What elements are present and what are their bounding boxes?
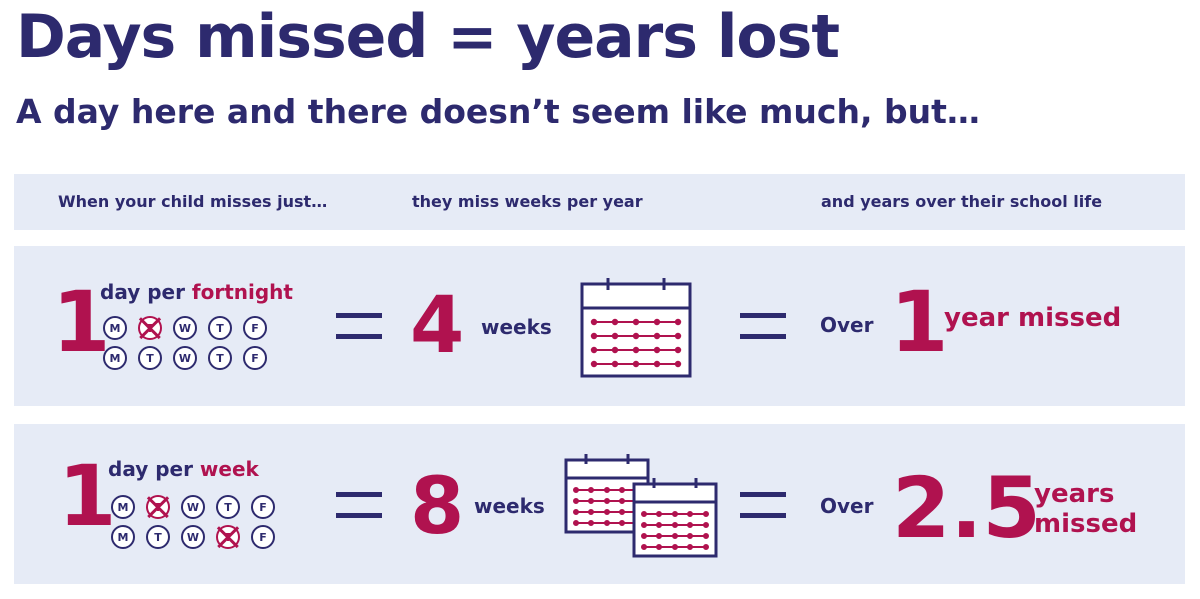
day-circle: T [208, 346, 232, 370]
days-count: 1 [58, 447, 117, 545]
page-title: Days missed = years lost [16, 2, 840, 72]
frequency-prefix: day per [108, 457, 200, 481]
frequency-accent: week [199, 457, 259, 481]
day-circle: T [146, 525, 170, 549]
day-circle: T [216, 495, 240, 519]
day-circle: M [111, 525, 135, 549]
column-header-misses: When your child misses just… [58, 192, 328, 211]
day-circle-missed: T [138, 316, 162, 340]
day-circle: M [111, 495, 135, 519]
equals-sign [336, 313, 382, 339]
day-circle-missed: T [146, 495, 170, 519]
row-week: 1 day per week M T W T F M T W T F 8 wee… [14, 424, 1185, 584]
frequency-label: day per fortnight [100, 280, 293, 304]
day-circle: F [251, 495, 275, 519]
column-header-band: When your child misses just… they miss w… [14, 174, 1185, 230]
frequency-accent: fortnight [191, 280, 293, 304]
weekday-grid: M T W T F M T W T F [103, 316, 267, 376]
calendar-icon [580, 278, 692, 378]
day-circle: T [138, 346, 162, 370]
day-circle: F [243, 346, 267, 370]
row-fortnight: 1 day per fortnight M T W T F M T W T F … [14, 246, 1185, 406]
over-label: Over [820, 494, 874, 518]
week-row-1: M T W T F [103, 316, 267, 340]
years-label: years missed [1034, 479, 1138, 540]
day-circle: W [181, 525, 205, 549]
years-value: 2.5 [892, 459, 1041, 557]
two-calendars-icon [564, 454, 718, 558]
weekday-grid: M T W T F M T W T F [111, 495, 275, 555]
frequency-label: day per week [108, 457, 259, 481]
years-label: year missed [944, 303, 1122, 333]
day-circle: M [103, 346, 127, 370]
years-label-line-2: missed [1034, 508, 1138, 539]
years-value: 1 [890, 273, 949, 371]
days-count: 1 [52, 273, 111, 371]
week-row-1: M T W T F [111, 495, 275, 519]
column-header-weeks: they miss weeks per year [412, 192, 643, 211]
day-circle: M [103, 316, 127, 340]
equals-sign [740, 313, 786, 339]
day-circle: T [208, 316, 232, 340]
weeks-label: weeks [474, 494, 545, 518]
day-circle: F [251, 525, 275, 549]
day-circle: W [173, 346, 197, 370]
years-label-line-1: years [1034, 479, 1115, 509]
day-circle: W [181, 495, 205, 519]
page-subtitle: A day here and there doesn’t seem like m… [16, 92, 980, 131]
over-label: Over [820, 313, 874, 337]
equals-sign [740, 492, 786, 518]
week-row-2: M T W T F [103, 346, 267, 370]
frequency-prefix: day per [100, 280, 192, 304]
weeks-value: 4 [410, 281, 465, 371]
equals-sign [336, 492, 382, 518]
weeks-value: 8 [410, 462, 465, 552]
day-circle: F [243, 316, 267, 340]
day-circle-missed: T [216, 525, 240, 549]
column-header-years: and years over their school life [821, 192, 1103, 211]
day-circle: W [173, 316, 197, 340]
week-row-2: M T W T F [111, 525, 275, 549]
weeks-label: weeks [481, 315, 552, 339]
